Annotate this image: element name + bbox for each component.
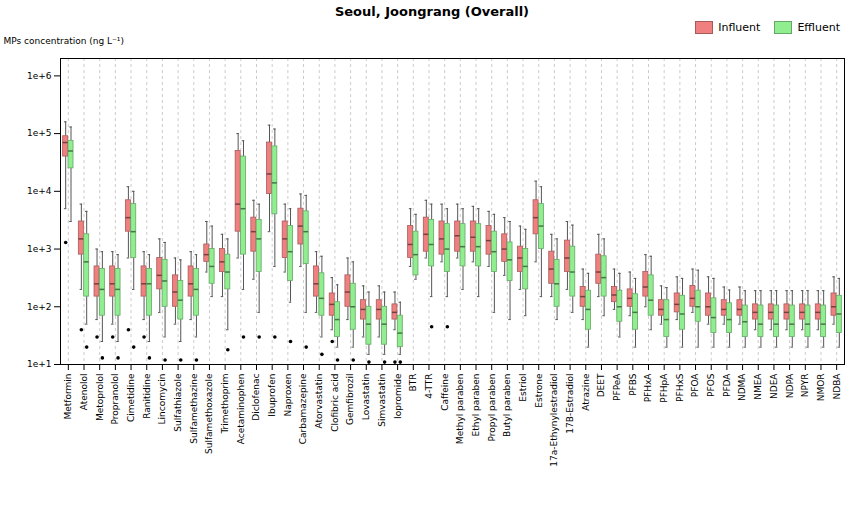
svg-text:Metformin: Metformin <box>63 374 73 420</box>
svg-text:Cimetidine: Cimetidine <box>126 373 136 422</box>
svg-text:Gemfibrozil: Gemfibrozil <box>345 374 355 425</box>
svg-text:Ranitidine: Ranitidine <box>142 373 152 419</box>
svg-text:Lovastatin: Lovastatin <box>361 374 371 421</box>
svg-text:Butyl paraben: Butyl paraben <box>502 374 512 438</box>
svg-text:Ethyl paraben: Ethyl paraben <box>471 374 481 437</box>
svg-text:Lincomycin: Lincomycin <box>157 374 167 425</box>
svg-text:Ibuprofen: Ibuprofen <box>267 374 277 417</box>
svg-text:Clofibric acid: Clofibric acid <box>330 374 340 432</box>
svg-text:1e+4: 1e+4 <box>27 186 52 196</box>
svg-text:NMOR: NMOR <box>816 374 826 402</box>
svg-text:Methyl paraben: Methyl paraben <box>455 374 465 445</box>
svg-text:BTR: BTR <box>408 374 418 392</box>
svg-text:NPYR: NPYR <box>800 374 810 398</box>
svg-text:Carbamazepine: Carbamazepine <box>298 373 308 444</box>
svg-text:1e+2: 1e+2 <box>27 302 52 312</box>
svg-text:Estrone: Estrone <box>534 373 544 408</box>
html-text:Influent: Influent <box>718 21 761 34</box>
svg-text:Metoprolol: Metoprolol <box>95 374 105 422</box>
svg-text:PFOS: PFOS <box>706 373 716 397</box>
svg-text:Propranolol: Propranolol <box>110 374 120 425</box>
svg-text:PFBS: PFBS <box>628 373 638 396</box>
svg-text:4-TTR: 4-TTR <box>424 374 434 399</box>
svg-text:PFPeA: PFPeA <box>612 373 622 401</box>
svg-text:Acetaminophen: Acetaminophen <box>236 374 246 445</box>
svg-text:1e+5: 1e+5 <box>27 128 52 138</box>
html-text:Effluent: Effluent <box>797 21 840 34</box>
svg-text:1e+6: 1e+6 <box>27 71 52 81</box>
svg-text:Iopromide: Iopromide <box>393 373 403 419</box>
svg-text:PFHxS: PFHxS <box>675 373 685 402</box>
svg-text:1e+1: 1e+1 <box>27 359 52 369</box>
svg-text:Caffeine: Caffeine <box>440 373 450 411</box>
svg-text:Atorvastatin: Atorvastatin <box>314 374 324 429</box>
svg-text:1e+3: 1e+3 <box>27 244 52 254</box>
svg-text:PFHpA: PFHpA <box>659 373 669 403</box>
svg-text:Sulfathiazole: Sulfathiazole <box>173 373 183 432</box>
svg-text:Atrazine: Atrazine <box>581 373 591 411</box>
svg-text:PFDA: PFDA <box>722 373 732 397</box>
svg-text:Naproxen: Naproxen <box>283 374 293 417</box>
svg-text:Atenolol: Atenolol <box>79 374 89 411</box>
svg-text:MPs concentration (ng L⁻¹): MPs concentration (ng L⁻¹) <box>4 36 124 46</box>
svg-text:Sulfamethazine: Sulfamethazine <box>189 373 199 444</box>
svg-text:PFHxA: PFHxA <box>643 373 653 403</box>
svg-text:Propyl paraben: Propyl paraben <box>487 374 497 442</box>
svg-text:DEET: DEET <box>596 373 606 397</box>
svg-text:NDEA: NDEA <box>769 373 779 399</box>
svg-text:NDMA: NDMA <box>737 373 747 401</box>
svg-text:NMEA: NMEA <box>753 373 763 400</box>
svg-text:PFOA: PFOA <box>690 373 700 398</box>
svg-text:Sulfamethoxazole: Sulfamethoxazole <box>204 373 214 454</box>
svg-text:NDBA: NDBA <box>832 373 842 400</box>
svg-text:17B-Estradiol: 17B-Estradiol <box>565 374 575 434</box>
svg-text:NDPA: NDPA <box>785 373 795 399</box>
svg-text:Estriol: Estriol <box>518 374 528 402</box>
html-text:Seoul, Joongrang (Overall): Seoul, Joongrang (Overall) <box>334 4 530 19</box>
svg-text:17a-Ethynylestradiol: 17a-Ethynylestradiol <box>549 374 559 467</box>
svg-text:Diclofenac: Diclofenac <box>251 373 261 420</box>
svg-text:Trimethoprim: Trimethoprim <box>220 374 230 435</box>
svg-text:Simvastatin: Simvastatin <box>377 374 387 427</box>
